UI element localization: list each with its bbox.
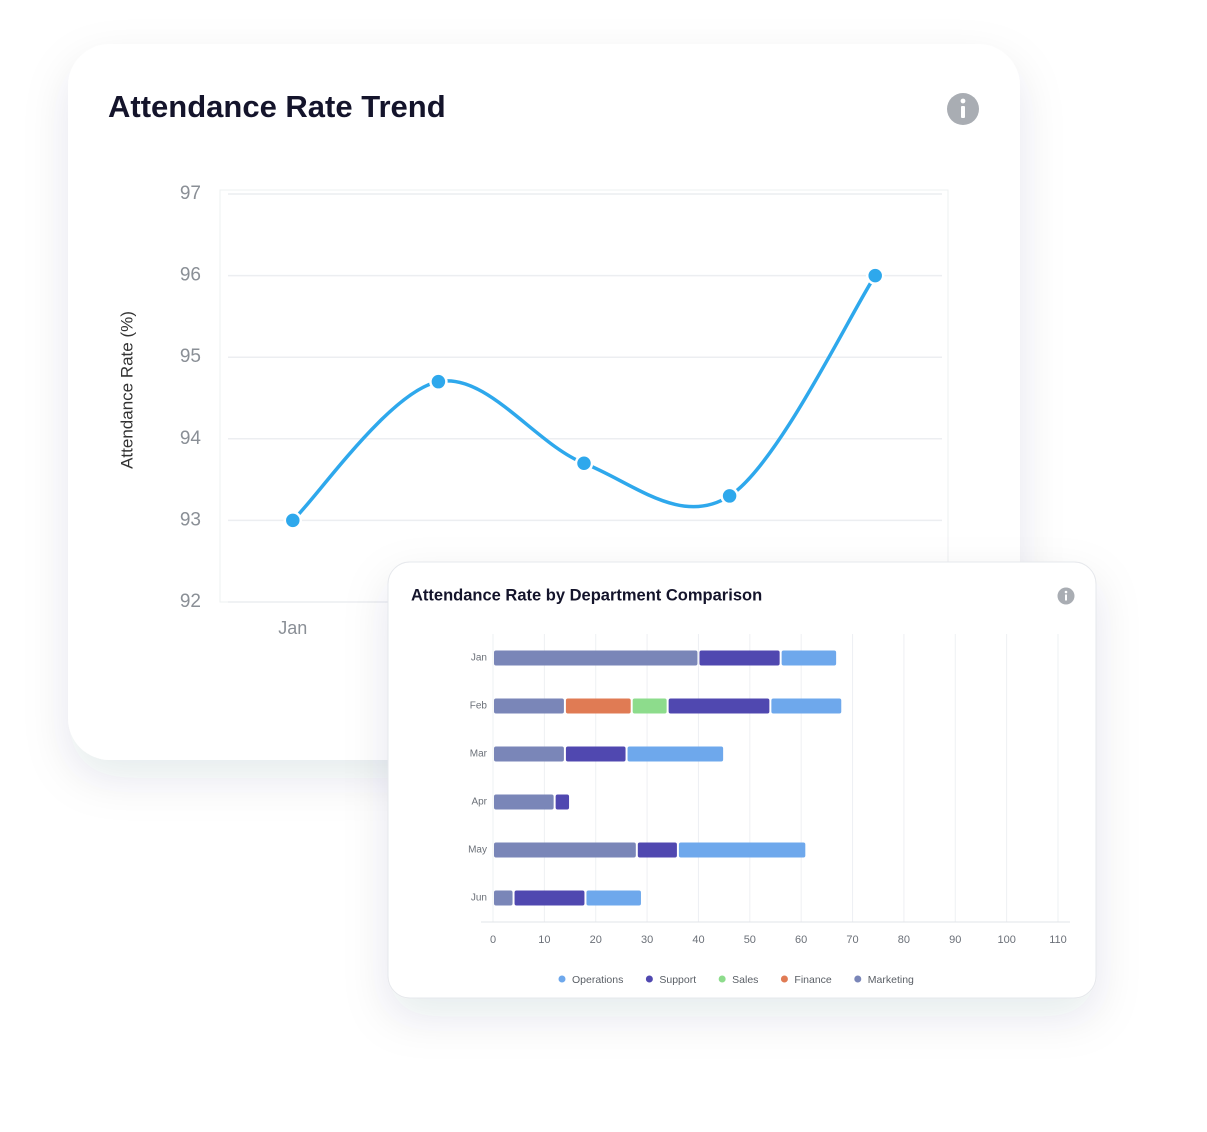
bar-segment bbox=[494, 842, 636, 858]
bar-segment bbox=[678, 842, 806, 858]
bar-segment bbox=[494, 794, 554, 810]
x-tick-label: 50 bbox=[744, 934, 756, 946]
info-icon[interactable] bbox=[1057, 587, 1075, 605]
bar-segment bbox=[494, 650, 698, 666]
legend-marker bbox=[645, 975, 653, 983]
x-tick-label: 70 bbox=[846, 934, 858, 946]
legend-label: Sales bbox=[732, 974, 758, 986]
bar-segment bbox=[781, 650, 837, 666]
y-axis-label: Attendance Rate (%) bbox=[117, 311, 136, 469]
y-tick-label: Mar bbox=[470, 749, 488, 760]
y-tick-label: 97 bbox=[180, 183, 201, 204]
legend-label: Marketing bbox=[868, 974, 914, 986]
data-point bbox=[865, 266, 885, 285]
bar-segment bbox=[637, 842, 677, 858]
bar-segment bbox=[586, 890, 641, 906]
bar-segment bbox=[565, 698, 631, 714]
bar-segment bbox=[494, 746, 564, 762]
x-tick-label: Jan bbox=[278, 618, 307, 638]
bar-segment bbox=[514, 890, 585, 906]
bar-segment bbox=[668, 698, 770, 714]
legend-marker bbox=[558, 975, 566, 983]
bar-segment bbox=[565, 746, 626, 762]
legend-label: Support bbox=[659, 974, 696, 986]
legend-label: Finance bbox=[794, 974, 832, 986]
x-tick-label: 30 bbox=[641, 934, 653, 946]
legend-label: Operations bbox=[572, 974, 623, 986]
info-icon[interactable] bbox=[947, 93, 979, 125]
legend-marker bbox=[854, 975, 862, 983]
y-tick-label: May bbox=[468, 845, 487, 856]
chart-title: Attendance Rate by Department Comparison bbox=[411, 586, 762, 604]
bar-segment bbox=[494, 698, 564, 714]
bar-segment bbox=[555, 794, 570, 810]
y-tick-label: 92 bbox=[180, 591, 201, 612]
bar-segment bbox=[627, 746, 724, 762]
data-point bbox=[574, 454, 594, 473]
x-tick-label: 90 bbox=[949, 934, 961, 946]
x-tick-label: 10 bbox=[538, 934, 550, 946]
bar-segment bbox=[699, 650, 780, 666]
x-tick-label: 60 bbox=[795, 934, 807, 946]
card-background bbox=[387, 561, 1097, 999]
y-tick-label: 94 bbox=[180, 428, 202, 449]
bar-segment bbox=[494, 890, 513, 906]
data-point bbox=[283, 511, 303, 530]
x-tick-label: 40 bbox=[692, 934, 704, 946]
x-tick-label: 110 bbox=[1049, 934, 1067, 946]
trend-plot: 92 93 94 95 96 97 Jan bbox=[180, 183, 942, 638]
x-tick-label: 80 bbox=[898, 934, 910, 946]
y-tick-label: 95 bbox=[180, 346, 201, 367]
chart-title: Attendance Rate Trend bbox=[108, 89, 446, 124]
y-tick-label: Jun bbox=[471, 893, 487, 904]
bar-segment bbox=[771, 698, 842, 714]
x-tick-label: 100 bbox=[997, 934, 1015, 946]
y-tick-label: Jan bbox=[471, 653, 487, 664]
legend-marker bbox=[718, 975, 726, 983]
x-tick-label: 0 bbox=[490, 934, 496, 946]
bar-segment bbox=[632, 698, 667, 714]
department-card: Attendance Rate by Department Comparison… bbox=[387, 561, 1097, 999]
legend-marker bbox=[780, 975, 788, 983]
y-tick-label: Apr bbox=[471, 797, 487, 808]
y-tick-label: 96 bbox=[180, 265, 201, 286]
y-tick-label: 93 bbox=[180, 509, 201, 530]
data-point bbox=[720, 486, 739, 506]
department-plot: 0 10 20 30 40 50 60 70 80 90 100 110 Jan Feb Mar Apr May… bbox=[468, 634, 1070, 986]
data-point bbox=[429, 372, 448, 391]
x-tick-label: 20 bbox=[590, 934, 602, 946]
y-tick-label: Feb bbox=[470, 701, 488, 712]
